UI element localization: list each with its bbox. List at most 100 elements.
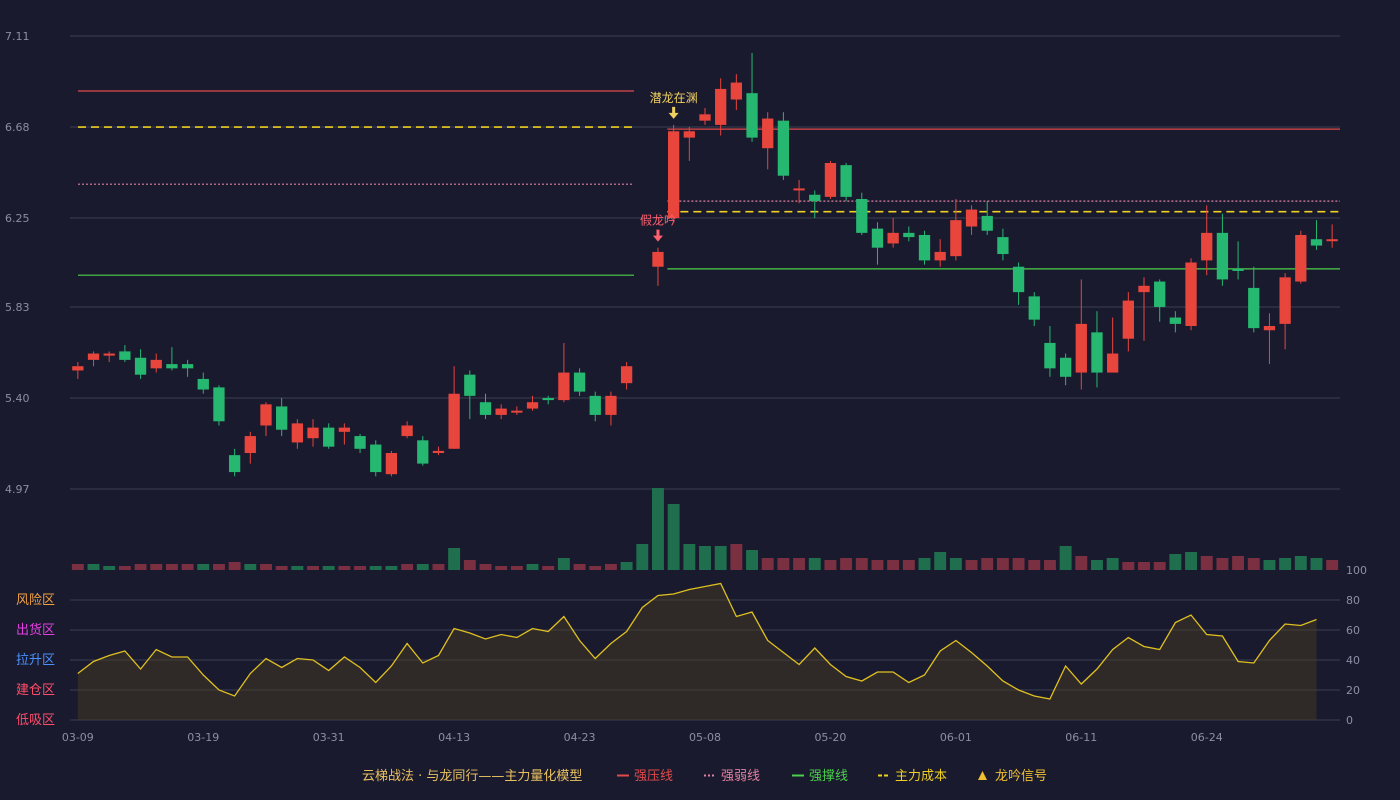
candle: [903, 226, 915, 242]
volume-bar: [1059, 546, 1072, 570]
volume-bar: [949, 558, 962, 570]
price-tick-label: 5.40: [5, 392, 30, 405]
candle: [291, 419, 303, 449]
candle: [840, 163, 852, 202]
volume-bar: [338, 566, 351, 570]
x-tick-label: 04-13: [438, 731, 470, 744]
volume-bar: [103, 566, 116, 570]
annotation-label: 假龙吟: [640, 213, 676, 228]
candle: [197, 372, 209, 394]
candle-body: [307, 427, 319, 439]
volume-bar: [1185, 552, 1198, 570]
candle: [715, 78, 727, 136]
candle: [730, 74, 743, 111]
volume-bar: [981, 558, 994, 570]
candle-body: [228, 455, 241, 473]
candle-body: [683, 131, 695, 138]
candle-body: [511, 410, 523, 413]
candle-body: [1295, 234, 1307, 282]
candle-body: [72, 366, 84, 371]
x-tick-label: 03-09: [62, 731, 94, 744]
price-tick-label: 5.83: [5, 301, 30, 314]
candle: [338, 423, 351, 445]
candle-body: [1169, 317, 1182, 324]
legend-title: 云梯战法 · 与龙同行——主力量化模型: [362, 769, 582, 784]
volume-bar: [699, 546, 711, 570]
candle: [667, 124, 680, 223]
candle: [1185, 258, 1197, 331]
candle-body: [558, 372, 570, 401]
volume-bar: [510, 566, 523, 570]
candle: [323, 423, 335, 449]
volume-bar: [1232, 556, 1245, 570]
candle-body: [1075, 323, 1087, 373]
volume-bar: [573, 564, 586, 570]
candle-body: [87, 353, 100, 360]
candle-body: [573, 372, 586, 392]
candle-body: [715, 88, 727, 125]
candle-body: [401, 425, 413, 437]
candle-body: [1326, 239, 1338, 242]
candle-body: [965, 209, 978, 227]
candle: [307, 419, 319, 447]
volume-bar: [150, 564, 163, 570]
candle-body: [871, 228, 884, 248]
candle: [809, 190, 821, 219]
candle-body: [495, 408, 507, 415]
price-tick-label: 6.25: [5, 212, 30, 225]
candle: [918, 230, 931, 265]
volume-bar: [228, 562, 241, 570]
candle: [103, 351, 115, 362]
candle-body: [323, 427, 335, 447]
volume-bar: [1106, 558, 1119, 570]
candle-body: [667, 131, 680, 219]
volume-bar: [1028, 560, 1041, 570]
volume-bar: [714, 546, 727, 570]
zone-label: 低吸区: [16, 713, 55, 728]
candle-body: [181, 364, 194, 369]
volume-bar: [793, 558, 806, 570]
volume-bar: [463, 560, 476, 570]
candle-body: [479, 402, 492, 415]
candle-body: [1122, 300, 1134, 339]
volume-bar: [87, 564, 100, 570]
volume-bar: [855, 558, 868, 570]
candle: [1232, 241, 1244, 280]
candle: [1154, 279, 1166, 322]
candle: [589, 391, 601, 422]
volume-bar: [322, 566, 335, 570]
candle-body: [1279, 277, 1291, 324]
candle: [1326, 224, 1338, 248]
volume-bar: [385, 566, 398, 570]
candle: [950, 198, 962, 261]
volume-bar: [1216, 558, 1229, 570]
x-tick-label: 05-20: [814, 731, 846, 744]
candle: [228, 448, 241, 477]
candle: [244, 431, 256, 464]
volume-bar: [1279, 558, 1292, 570]
legend-label: 龙吟信号: [995, 768, 1047, 784]
candle: [824, 160, 837, 199]
candle-body: [746, 93, 758, 138]
candle: [793, 179, 805, 204]
volume-bar: [1122, 562, 1135, 570]
volume-bar: [902, 560, 915, 570]
volume-bar: [620, 562, 633, 570]
candle-body: [244, 436, 256, 454]
candle-body: [824, 163, 837, 197]
volume-bar: [495, 566, 508, 570]
candle-body: [338, 427, 351, 432]
legend-item: 强弱线: [704, 769, 760, 784]
candle: [746, 52, 758, 142]
x-tick-label: 05-08: [689, 731, 721, 744]
volume-bar: [542, 566, 555, 570]
volume-bar: [1310, 558, 1323, 570]
candle-body: [856, 198, 868, 233]
candle-body: [605, 395, 617, 415]
candle-body: [699, 114, 711, 121]
volume-bar: [1263, 560, 1276, 570]
candle-body: [809, 194, 821, 202]
candle: [370, 440, 382, 477]
